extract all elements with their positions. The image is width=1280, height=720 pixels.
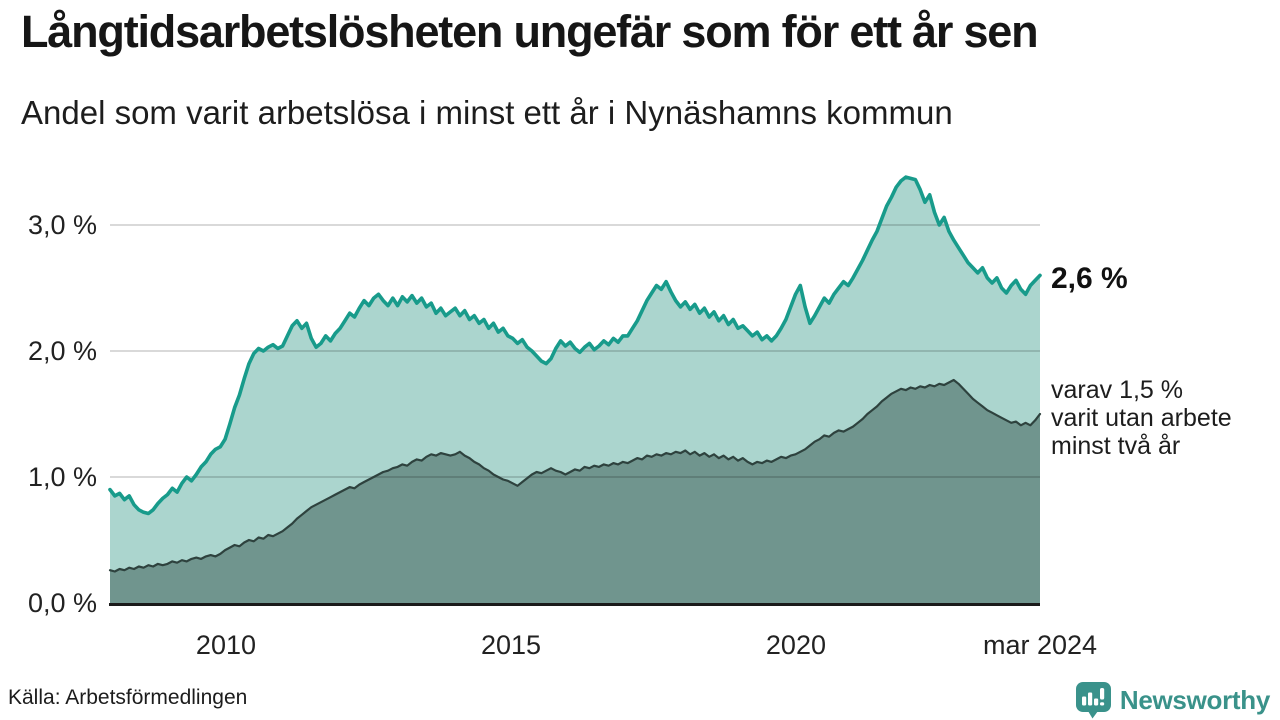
- secondary-annotation-line: varav 1,5 %: [1051, 376, 1184, 404]
- secondary-annotation-line: minst två år: [1051, 432, 1181, 460]
- y-axis-tick-label: 0,0 %: [27, 588, 97, 618]
- chart-subtitle: Andel som varit arbetslösa i minst ett å…: [21, 94, 953, 131]
- x-axis-tick-label: 2015: [480, 630, 542, 660]
- secondary-annotation-line: varit utan arbete: [1051, 404, 1232, 432]
- newsworthy-wordmark: Newsworthy: [1119, 684, 1270, 715]
- newsworthy-icon: [1075, 682, 1111, 719]
- series-line-0: [108, 175, 1042, 516]
- series-area-1: [110, 380, 1040, 603]
- series-line-1: [108, 378, 1042, 573]
- latest-value-annotation: 2,6 %: [1051, 262, 1128, 295]
- chart-title: Långtidsarbetslösheten ungefär som för e…: [21, 6, 1039, 57]
- secondary-annotation: varav 1,5 % varit utan arbete minst två …: [1051, 376, 1232, 460]
- y-axis-tick-label: 1,0 %: [27, 462, 97, 492]
- source-credit: Källa: Arbetsförmedlingen: [8, 686, 248, 709]
- x-axis-tick-label: mar 2024: [982, 630, 1098, 660]
- newsworthy-logo: Newsworthy: [1075, 680, 1270, 720]
- y-axis-tick-label: 2,0 %: [27, 336, 97, 366]
- x-axis-tick-label: 2020: [765, 630, 826, 660]
- x-axis-tick-label: 2010: [195, 630, 257, 660]
- y-axis-tick-label: 3,0 %: [27, 210, 97, 240]
